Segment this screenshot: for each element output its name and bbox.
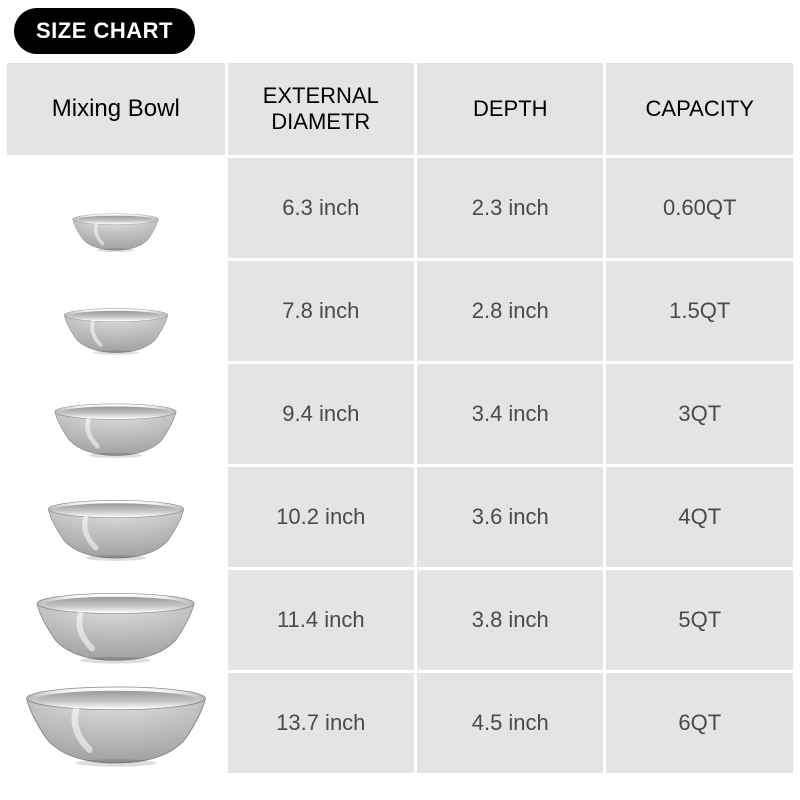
bowl-icon <box>51 400 180 458</box>
cell-diameter-value: 13.7 inch <box>276 710 365 735</box>
header-capacity: CAPACITY <box>606 63 793 155</box>
cell-diameter: 10.2 inch <box>228 467 414 567</box>
cell-bowl-image <box>7 364 225 464</box>
cell-capacity: 3QT <box>606 364 793 464</box>
cell-capacity-value: 3QT <box>678 401 721 426</box>
cell-diameter: 6.3 inch <box>228 158 414 258</box>
cell-bowl-image <box>7 467 225 567</box>
size-chart-badge: SIZE CHART <box>14 8 195 54</box>
table-row: 7.8 inch 2.8 inch 1.5QT <box>7 261 793 361</box>
cell-capacity-value: 4QT <box>678 504 721 529</box>
cell-capacity-value: 6QT <box>678 710 721 735</box>
cell-bowl-image <box>7 261 225 361</box>
cell-capacity: 4QT <box>606 467 793 567</box>
cell-depth: 3.4 inch <box>417 364 603 464</box>
table-header-row: Mixing Bowl EXTERNALDIAMETR DEPTH CAPACI… <box>7 63 793 155</box>
cell-bowl-image <box>7 570 225 670</box>
table-row: 9.4 inch 3.4 inch 3QT <box>7 364 793 464</box>
cell-capacity-value: 5QT <box>678 607 721 632</box>
cell-depth: 3.8 inch <box>417 570 603 670</box>
cell-capacity-value: 1.5QT <box>669 298 730 323</box>
table-row: 6.3 inch 2.3 inch 0.60QT <box>7 158 793 258</box>
cell-diameter: 11.4 inch <box>228 570 414 670</box>
cell-diameter-value: 9.4 inch <box>282 401 359 426</box>
bowl-icon <box>32 588 199 664</box>
cell-depth-value: 2.3 inch <box>472 195 549 220</box>
cell-capacity: 1.5QT <box>606 261 793 361</box>
cell-diameter-value: 10.2 inch <box>276 504 365 529</box>
size-chart-table: Mixing Bowl EXTERNALDIAMETR DEPTH CAPACI… <box>4 60 796 776</box>
cell-diameter: 13.7 inch <box>228 673 414 773</box>
table-row: 13.7 inch 4.5 inch 6QT <box>7 673 793 773</box>
cell-diameter: 9.4 inch <box>228 364 414 464</box>
header-external-diameter: EXTERNALDIAMETR <box>228 63 414 155</box>
cell-capacity: 6QT <box>606 673 793 773</box>
cell-depth: 2.8 inch <box>417 261 603 361</box>
header-mixing-bowl: Mixing Bowl <box>7 63 225 155</box>
header-depth: DEPTH <box>417 63 603 155</box>
cell-capacity: 0.60QT <box>606 158 793 258</box>
table-row: 11.4 inch 3.8 inch 5QT <box>7 570 793 670</box>
cell-bowl-image <box>7 158 225 258</box>
cell-bowl-image <box>7 673 225 773</box>
cell-diameter-value: 7.8 inch <box>282 298 359 323</box>
table-body: 6.3 inch 2.3 inch 0.60QT <box>7 158 793 773</box>
cell-depth: 4.5 inch <box>417 673 603 773</box>
size-chart-container: SIZE CHART Mixing Bowl EXTERNALDIAMETR D… <box>0 0 800 776</box>
cell-depth: 3.6 inch <box>417 467 603 567</box>
bowl-icon <box>21 681 211 767</box>
cell-diameter: 7.8 inch <box>228 261 414 361</box>
cell-capacity-value: 0.60QT <box>663 195 736 220</box>
bowl-icon <box>61 305 171 355</box>
cell-depth-value: 3.6 inch <box>472 504 549 529</box>
cell-depth-value: 3.8 inch <box>472 607 549 632</box>
cell-capacity: 5QT <box>606 570 793 670</box>
cell-diameter-value: 11.4 inch <box>277 607 365 632</box>
bowl-icon <box>44 496 188 561</box>
bowl-icon <box>70 211 161 252</box>
cell-depth-value: 2.8 inch <box>472 298 549 323</box>
table-row: 10.2 inch 3.6 inch 4QT <box>7 467 793 567</box>
cell-diameter-value: 6.3 inch <box>282 195 359 220</box>
size-chart-badge-label: SIZE CHART <box>36 18 173 43</box>
cell-depth-value: 3.4 inch <box>472 401 549 426</box>
cell-depth: 2.3 inch <box>417 158 603 258</box>
cell-depth-value: 4.5 inch <box>472 710 549 735</box>
